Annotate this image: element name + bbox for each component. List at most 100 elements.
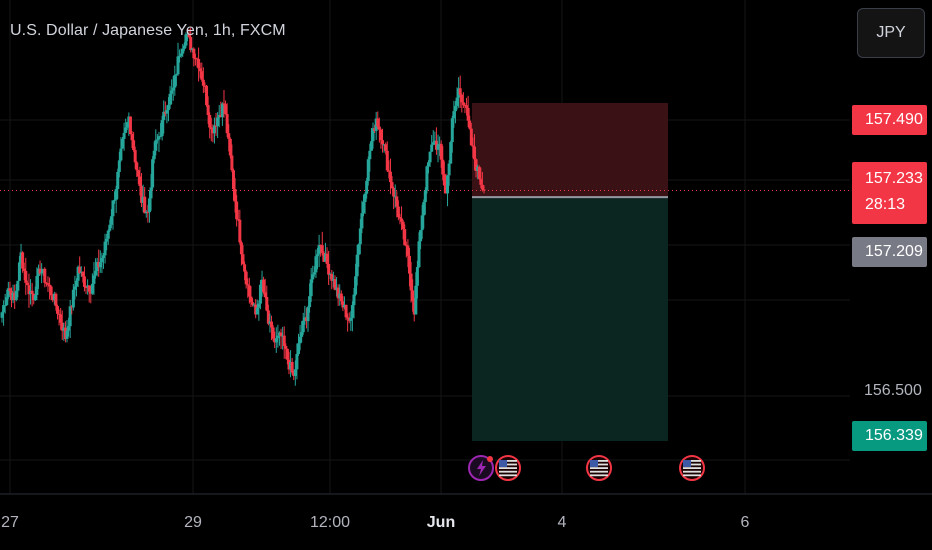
candle-body bbox=[282, 335, 286, 347]
candle-body bbox=[38, 268, 42, 274]
price-tick-label: 156.500 bbox=[864, 381, 922, 399]
candle-body bbox=[241, 254, 245, 265]
candle-body bbox=[449, 142, 453, 164]
candle-body bbox=[395, 196, 399, 207]
candle-body bbox=[461, 102, 465, 106]
candle-body bbox=[243, 264, 247, 272]
candle-body bbox=[192, 48, 196, 59]
take-profit-price-tag[interactable]: 156.339 bbox=[852, 421, 927, 451]
candle-body bbox=[235, 201, 239, 220]
candle-body bbox=[255, 307, 259, 315]
candle-body bbox=[63, 327, 67, 339]
candle-body bbox=[138, 176, 142, 187]
candle-body bbox=[442, 174, 446, 186]
candle-body bbox=[228, 138, 232, 156]
entry-price-tag[interactable]: 157.209 bbox=[852, 237, 927, 268]
candle-body bbox=[377, 126, 381, 130]
candle-body bbox=[46, 283, 50, 285]
candle-body bbox=[403, 229, 407, 246]
candle-body bbox=[331, 279, 335, 281]
candle-body bbox=[111, 200, 115, 217]
candle-body bbox=[287, 359, 291, 370]
candle-body bbox=[341, 301, 345, 308]
candle-body bbox=[293, 369, 297, 376]
candle-body bbox=[21, 252, 25, 269]
candle-body bbox=[116, 171, 120, 190]
candle-body bbox=[73, 286, 77, 290]
candle-body bbox=[414, 285, 418, 315]
candle-body bbox=[457, 88, 461, 98]
candle-body bbox=[339, 293, 343, 302]
candle-body bbox=[98, 262, 102, 268]
candle-body bbox=[471, 145, 475, 147]
time-tick-label: 6 bbox=[740, 514, 750, 531]
time-tick-label: 29 bbox=[184, 514, 202, 531]
candle-body bbox=[70, 306, 74, 308]
candle-body bbox=[48, 284, 52, 287]
candle-body bbox=[2, 305, 6, 313]
candle-body bbox=[306, 307, 310, 322]
candle-body bbox=[238, 219, 242, 243]
candle-body bbox=[159, 136, 163, 138]
candle-body bbox=[41, 268, 45, 273]
candle-body bbox=[121, 138, 124, 149]
candle-body bbox=[141, 196, 145, 203]
candle-body bbox=[477, 166, 481, 179]
candle-body bbox=[55, 306, 59, 314]
candle-body bbox=[146, 211, 150, 213]
candle-body bbox=[187, 33, 191, 38]
candle-body bbox=[455, 97, 459, 106]
candle-body bbox=[181, 48, 185, 54]
stop-loss-zone[interactable] bbox=[472, 103, 668, 198]
candle-body bbox=[360, 213, 364, 229]
candle-body bbox=[76, 266, 80, 281]
candle-body bbox=[258, 284, 262, 304]
candle-body bbox=[482, 189, 486, 191]
candle-body bbox=[32, 293, 36, 301]
candle-body bbox=[296, 343, 300, 355]
stop-loss-price-tag[interactable]: 157.490 bbox=[852, 105, 927, 135]
candle-body bbox=[43, 268, 47, 283]
candle-body bbox=[17, 262, 21, 281]
candle-body bbox=[14, 290, 18, 300]
candle-body bbox=[466, 108, 470, 121]
candle-body bbox=[365, 180, 369, 194]
candle-body bbox=[304, 317, 308, 322]
candle-body bbox=[338, 293, 342, 299]
take-profit-zone[interactable] bbox=[472, 197, 668, 441]
candle-body bbox=[198, 68, 202, 72]
candle-body bbox=[97, 262, 101, 268]
candle-body bbox=[239, 242, 243, 255]
candle-body bbox=[425, 166, 429, 191]
candle-body bbox=[114, 189, 118, 200]
candle-body bbox=[309, 279, 313, 297]
candle-body bbox=[431, 142, 435, 145]
candle-body bbox=[30, 290, 34, 294]
candle-body bbox=[344, 304, 348, 318]
candle-body bbox=[163, 111, 167, 114]
candle-body bbox=[384, 144, 388, 151]
candle-body bbox=[314, 256, 318, 273]
candle-body bbox=[200, 71, 204, 80]
candle-body bbox=[469, 128, 473, 146]
candle-body bbox=[480, 184, 484, 190]
candle-body bbox=[178, 55, 182, 57]
candle-body bbox=[67, 326, 71, 331]
candle-body bbox=[281, 335, 285, 337]
candle-body bbox=[225, 113, 229, 134]
candle-body bbox=[24, 271, 28, 283]
candle-body bbox=[312, 272, 316, 275]
candle-body bbox=[325, 253, 329, 264]
candle-body bbox=[252, 304, 256, 306]
candle-body bbox=[374, 118, 378, 131]
currency-button[interactable]: JPY bbox=[857, 8, 925, 58]
time-tick-label: 12:00 bbox=[309, 514, 351, 531]
candle-body bbox=[284, 346, 288, 349]
candle-body bbox=[165, 110, 169, 114]
candle-body bbox=[29, 290, 33, 295]
candle-body bbox=[44, 282, 48, 284]
candle-body bbox=[446, 175, 450, 194]
candle-body bbox=[392, 188, 396, 197]
candle-body bbox=[57, 313, 61, 315]
